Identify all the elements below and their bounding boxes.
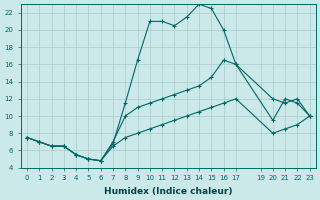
X-axis label: Humidex (Indice chaleur): Humidex (Indice chaleur) [104,187,233,196]
